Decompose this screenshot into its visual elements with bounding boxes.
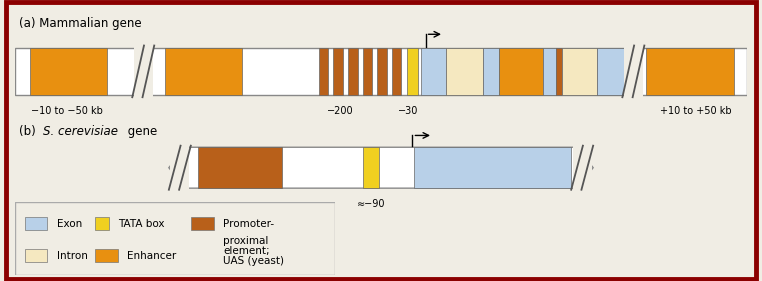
Bar [15,48,747,95]
Text: −30: −30 [398,106,418,116]
Bar [555,48,562,95]
Text: S. cerevisiae: S. cerevisiae [43,125,118,138]
Bar [95,249,117,262]
Bar [191,217,213,230]
FancyBboxPatch shape [15,202,335,275]
Bar [198,147,282,188]
Text: gene: gene [123,125,157,138]
Polygon shape [169,147,593,188]
Bar [646,48,734,95]
Bar [363,48,372,95]
Text: TATA box: TATA box [118,219,165,228]
Text: Promoter-: Promoter- [223,219,274,228]
Text: Intron: Intron [57,251,88,261]
Bar [334,48,343,95]
Bar [414,147,572,188]
Text: (b): (b) [19,125,40,138]
Bar [171,144,189,191]
Text: Enhancer: Enhancer [127,251,177,261]
Text: −10 to −50 kb: −10 to −50 kb [30,106,102,116]
Bar [25,217,47,230]
Bar [543,48,555,95]
Bar [377,48,387,95]
Bar [562,48,597,95]
Text: +10 to +50 kb: +10 to +50 kb [660,106,732,116]
Text: proximal: proximal [223,236,269,246]
Bar [95,217,109,230]
Bar [624,43,643,99]
Text: element;: element; [223,246,270,256]
Bar [165,48,242,95]
Text: −200: −200 [328,106,354,116]
Bar [421,48,446,95]
Text: Exon: Exon [57,219,82,228]
Text: UAS (yeast): UAS (yeast) [223,257,284,266]
Text: ≈−90: ≈−90 [357,199,385,209]
Text: (a) Mammalian gene: (a) Mammalian gene [19,17,142,30]
Bar [134,43,152,99]
Bar [573,144,591,191]
Bar [363,147,379,188]
Bar [446,48,482,95]
Bar [392,48,402,95]
Bar [319,48,328,95]
Bar [597,48,626,95]
Bar [408,48,418,95]
Bar [499,48,543,95]
Bar [25,249,47,262]
Bar [482,48,499,95]
Bar [30,48,107,95]
Bar [348,48,357,95]
